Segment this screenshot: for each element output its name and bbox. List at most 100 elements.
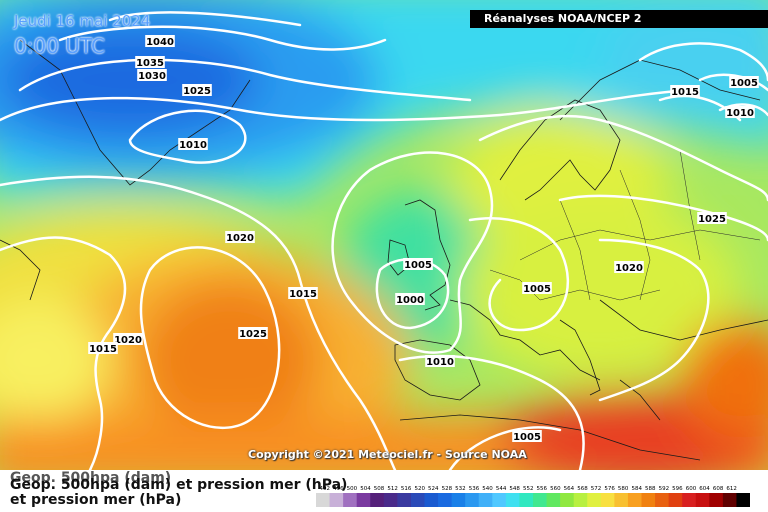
map-date: Jeudi 16 mai 2024 <box>14 12 151 30</box>
isobar-label-bg <box>288 287 318 299</box>
isobar-label: 1010 <box>179 140 207 151</box>
isobar-label-bg <box>88 342 118 354</box>
isobar-label-bg <box>614 261 644 273</box>
scale-swatch <box>424 493 439 507</box>
scale-label: 524 <box>428 486 439 492</box>
isobar-label-bg <box>403 258 433 270</box>
scale-swatch <box>682 493 697 507</box>
isobar-label: 1025 <box>698 214 726 225</box>
scale-label: 520 <box>414 486 425 492</box>
scale-label: 560 <box>550 486 561 492</box>
scale-swatch <box>560 493 575 507</box>
scale-swatch <box>709 493 724 507</box>
scale-label: 516 <box>401 486 412 492</box>
coastlines <box>0 39 768 461</box>
isobar-label-bg <box>113 333 143 345</box>
isobar-label-bg <box>670 85 700 97</box>
isobar-label-bg <box>135 56 165 68</box>
isobar-label-bg <box>512 430 542 442</box>
isobar-label-bg <box>522 282 552 294</box>
isobar-label-bg <box>225 231 255 243</box>
caption-subtitle: et pression mer (hPa) <box>10 492 182 508</box>
scale-label: 532 <box>455 486 466 492</box>
scale-label: 528 <box>442 486 453 492</box>
scale-label: 536 <box>469 486 480 492</box>
isobar-label: 1005 <box>513 432 541 443</box>
scale-swatch <box>451 493 466 507</box>
scale-swatch <box>722 493 737 507</box>
scale-label: 540 <box>482 486 493 492</box>
isobar-label-bg <box>697 212 727 224</box>
scale-label: 584 <box>631 486 642 492</box>
scale-label: 588 <box>645 486 656 492</box>
scale-swatch <box>641 493 656 507</box>
caption-ghost: Geop. 500hpa (dam) <box>10 470 172 486</box>
isobar-label: 1005 <box>523 284 551 295</box>
scale-label: 544 <box>496 486 507 492</box>
scale-swatch <box>383 493 398 507</box>
scale-label: 576 <box>604 486 615 492</box>
scale-label: 572 <box>591 486 602 492</box>
isobar-label: 1000 <box>396 295 424 306</box>
isobar-label: 1010 <box>726 108 754 119</box>
isobar-label-bg <box>238 327 268 339</box>
scale-swatch <box>695 493 710 507</box>
map-time: 0:00 UTC <box>14 34 105 58</box>
isobar-label-bg <box>137 69 167 81</box>
geopotential-field <box>0 0 768 470</box>
isobar-label: 1010 <box>426 357 454 368</box>
isobar-label: 1040 <box>146 37 174 48</box>
scale-swatch <box>736 493 750 507</box>
scale-label: 504 <box>360 486 371 492</box>
scale-label: 568 <box>577 486 588 492</box>
isobar-label-bg <box>182 84 212 96</box>
scale-swatch <box>519 493 534 507</box>
weather-map: 1040103510301025101010201015102510201015… <box>0 0 768 470</box>
scale-label: 500 <box>347 486 358 492</box>
scale-swatch <box>587 493 602 507</box>
scale-swatch <box>370 493 385 507</box>
scale-swatch <box>614 493 629 507</box>
scale-label: 564 <box>564 486 575 492</box>
isobar-label-bg <box>725 106 755 118</box>
scale-swatch <box>356 493 371 507</box>
isobar-label-bg <box>425 355 455 367</box>
scale-label: 596 <box>672 486 683 492</box>
scale-label: 508 <box>374 486 385 492</box>
isobar-label: 1020 <box>114 335 142 346</box>
scale-swatch <box>397 493 412 507</box>
scale-label: 592 <box>659 486 670 492</box>
isobar-label: 1035 <box>136 58 164 69</box>
scale-label: 556 <box>537 486 548 492</box>
scale-swatch <box>533 493 548 507</box>
scale-swatch <box>546 493 561 507</box>
isobar-label-bg <box>145 35 175 47</box>
scale-label: 548 <box>509 486 520 492</box>
isobar-label: 1025 <box>239 329 267 340</box>
scale-swatch <box>329 493 344 507</box>
scale-swatch <box>465 493 480 507</box>
scale-swatch <box>478 493 493 507</box>
scale-swatch <box>316 493 331 507</box>
isobar-label: 1020 <box>226 233 254 244</box>
isobar-labels: 1040103510301025101010201015102510201015… <box>88 35 759 443</box>
scale-label: 608 <box>713 486 724 492</box>
scale-label: 492 <box>320 486 331 492</box>
scale-swatch <box>668 493 683 507</box>
scale-label: 600 <box>686 486 697 492</box>
isobar-label: 1005 <box>404 260 432 271</box>
scale-swatch <box>505 493 520 507</box>
scale-label: 604 <box>699 486 710 492</box>
color-scale: 492 496 500 504 508 512 516 520 524 528 532 536 540 5… <box>316 486 750 507</box>
isobar-label-bg <box>729 76 759 88</box>
caption-title: Geop. 500hpa (dam) et pression mer (hPa) <box>10 477 348 493</box>
scale-swatch <box>600 493 615 507</box>
isobar-label: 1015 <box>89 344 117 355</box>
source-badge: Réanalyses NOAA/NCEP 2 <box>470 10 768 28</box>
copyright-text: Copyright ©2021 Meteociel.fr - Source NO… <box>248 448 527 461</box>
scale-swatch <box>343 493 358 507</box>
isobar-label-bg <box>178 138 208 150</box>
isobar-label: 1015 <box>289 289 317 300</box>
scale-label: 580 <box>618 486 629 492</box>
